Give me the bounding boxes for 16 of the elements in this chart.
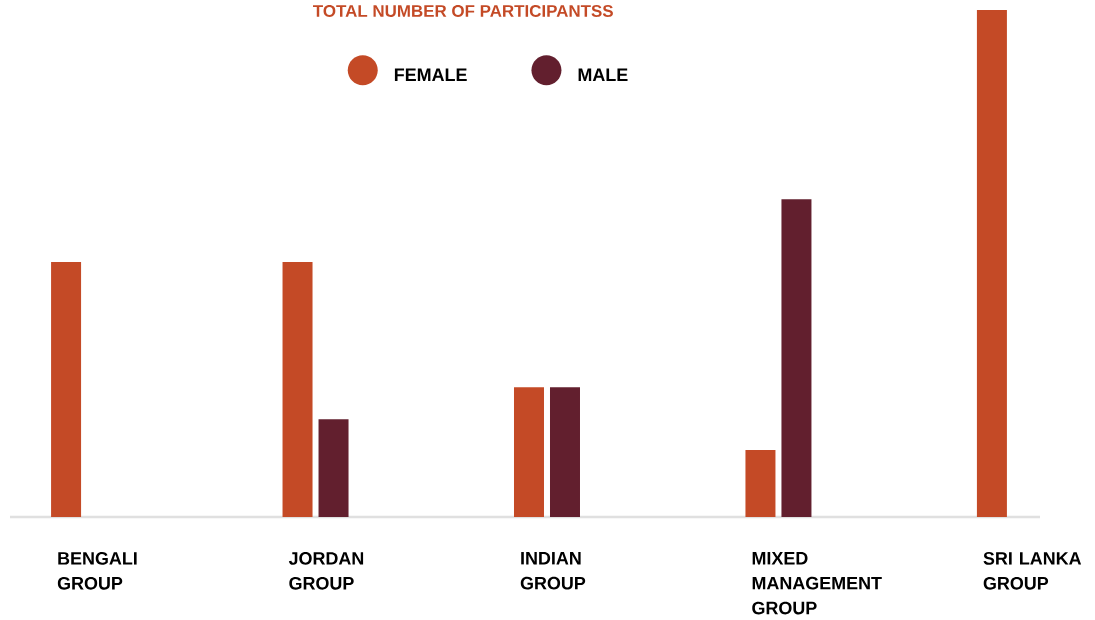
x-tick-label: INDIAN GROUP	[520, 552, 586, 590]
x-tick-label: SRI LANKA GROUP	[983, 552, 1082, 590]
bar	[549, 387, 580, 517]
bar	[781, 199, 812, 517]
bar	[513, 387, 544, 517]
x-tick-label: BENGALI GROUP	[57, 552, 137, 590]
chart-title: TOTAL NUMBER OF PARTICIPANTSS	[313, 4, 613, 17]
legend-label: MALE	[578, 68, 628, 81]
x-tick-label: MIXED MANAGEMENT GROUP	[752, 552, 882, 615]
bar	[51, 262, 82, 517]
bar	[745, 450, 776, 517]
bar	[318, 419, 349, 517]
x-tick-label: JORDAN GROUP	[288, 552, 364, 590]
bar	[976, 10, 1007, 517]
bar	[282, 262, 313, 517]
legend-label: FEMALE	[394, 68, 467, 81]
